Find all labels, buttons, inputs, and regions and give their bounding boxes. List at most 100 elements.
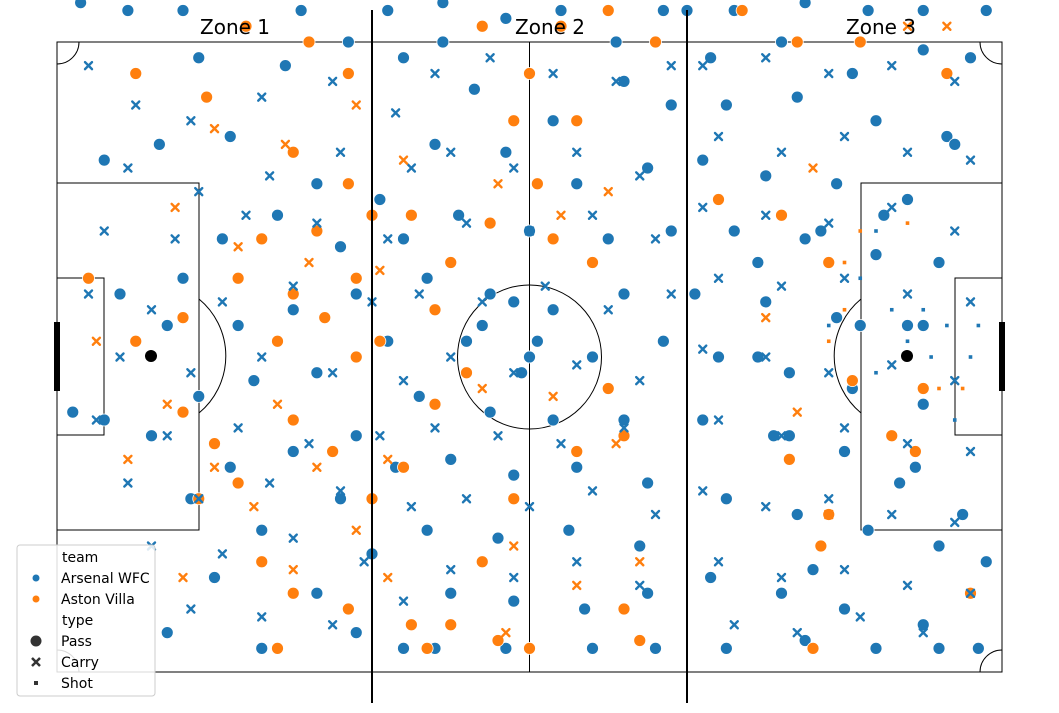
arsenal-wfc-carry-point — [950, 76, 960, 87]
aston-villa-carry-point — [351, 100, 361, 110]
aston-villa-pass-point — [806, 641, 820, 655]
arsenal-wfc-carry-point — [170, 234, 180, 244]
arsenal-wfc-carry-point — [217, 297, 228, 307]
arsenal-wfc-shot-point — [921, 402, 926, 407]
arsenal-wfc-pass-point — [688, 287, 702, 301]
aston-villa-shot-point — [842, 307, 847, 312]
arsenal-wfc-shot-point — [929, 355, 933, 359]
aston-villa-pass-point — [404, 618, 418, 632]
arsenal-wfc-carry-point — [824, 218, 834, 228]
arsenal-wfc-carry-point — [375, 431, 385, 441]
arsenal-wfc-pass-point — [286, 445, 300, 458]
arsenal-wfc-shot-point — [968, 355, 973, 359]
arsenal-wfc-pass-point — [349, 429, 363, 443]
arsenal-wfc-carry-point — [383, 234, 393, 244]
arsenal-wfc-pass-point — [869, 114, 883, 128]
arsenal-wfc-carry-point — [162, 431, 172, 441]
arsenal-wfc-carry-point — [123, 478, 133, 488]
arsenal-wfc-pass-point — [341, 35, 355, 49]
arsenal-wfc-carry-point — [123, 163, 133, 173]
arsenal-wfc-carry-point — [485, 53, 495, 63]
aston-villa-carry-point — [477, 383, 487, 394]
arsenal-wfc-pass-point — [916, 43, 930, 57]
arsenal-wfc-pass-point — [444, 452, 458, 466]
arsenal-wfc-carry-point — [776, 431, 787, 441]
arsenal-wfc-pass-point — [578, 602, 592, 616]
corner-arc-bottom-right — [979, 649, 1003, 673]
arsenal-wfc-pass-point — [176, 271, 190, 285]
arsenal-wfc-pass-point — [381, 4, 395, 17]
arsenal-wfc-pass-point — [656, 334, 670, 348]
aston-villa-pass-point — [845, 374, 859, 388]
aston-villa-pass-point — [546, 232, 560, 246]
aston-villa-carry-point — [635, 557, 645, 567]
arsenal-wfc-pass-point — [444, 586, 458, 600]
arsenal-wfc-carry-point — [713, 131, 724, 142]
arsenal-wfc-pass-point — [861, 4, 875, 17]
arsenal-wfc-pass-point — [782, 366, 796, 380]
arsenal-wfc-shot-point — [889, 307, 894, 312]
aston-villa-pass-point — [712, 193, 725, 206]
arsenal-wfc-carry-point — [698, 202, 708, 213]
arsenal-wfc-carry-point — [524, 501, 535, 512]
aston-villa-carry-point — [209, 462, 220, 472]
arsenal-wfc-pass-point — [349, 626, 363, 640]
aston-villa-carry-point — [288, 564, 298, 575]
arsenal-wfc-pass-point — [570, 177, 584, 191]
arsenal-wfc-carry-point — [257, 92, 267, 102]
arsenal-wfc-pass-point — [767, 429, 781, 443]
aston-villa-pass-point — [341, 67, 355, 80]
legend-box — [16, 544, 156, 697]
legend-type-marker-pass — [30, 635, 42, 647]
aston-villa-pass-point — [200, 90, 214, 104]
arsenal-wfc-pass-point — [334, 240, 347, 254]
arsenal-wfc-pass-point — [499, 11, 513, 25]
arsenal-wfc-pass-point — [113, 287, 127, 301]
arsenal-wfc-carry-point — [824, 368, 834, 378]
aston-villa-pass-point — [790, 35, 804, 49]
arsenal-wfc-pass-point — [775, 586, 788, 600]
arsenal-wfc-carry-point — [335, 486, 346, 496]
aston-villa-pass-point — [853, 35, 867, 49]
arsenal-wfc-pass-point — [286, 303, 300, 317]
right-penalty-arc — [833, 298, 862, 414]
arsenal-wfc-carry-point — [288, 281, 298, 291]
arsenal-wfc-pass-point — [775, 35, 788, 49]
data-points — [66, 0, 993, 655]
arsenal-wfc-pass-point — [428, 137, 442, 151]
corner-arc-top-left — [56, 41, 80, 65]
arsenal-wfc-carry-point — [493, 431, 503, 441]
aston-villa-shot-point — [842, 260, 847, 265]
arsenal-wfc-carry-point — [666, 289, 676, 299]
arsenal-wfc-carry-point — [839, 423, 850, 433]
aston-villa-pass-point — [341, 177, 355, 191]
arsenal-wfc-pass-point — [507, 594, 521, 608]
arsenal-wfc-carry-point — [776, 572, 787, 583]
aston-villa-carry-point — [942, 21, 952, 31]
arsenal-wfc-pass-point — [790, 90, 804, 104]
arsenal-wfc-carry-point — [446, 147, 456, 157]
arsenal-wfc-pass-point — [641, 586, 655, 600]
arsenal-wfc-carry-point — [461, 494, 472, 504]
aston-villa-pass-point — [523, 67, 536, 80]
arsenal-wfc-carry-point — [950, 226, 960, 236]
aston-villa-pass-point — [444, 256, 458, 269]
zone-dividers — [371, 10, 688, 703]
aston-villa-pass-point — [271, 641, 284, 655]
arsenal-wfc-carry-point — [713, 415, 724, 425]
arsenal-wfc-pass-point — [759, 295, 773, 309]
aston-villa-carry-point — [572, 580, 582, 591]
arsenal-wfc-carry-point — [83, 60, 94, 71]
arsenal-wfc-pass-point — [334, 492, 347, 506]
arsenal-wfc-carry-point — [233, 423, 243, 433]
aston-villa-carry-point — [556, 210, 566, 220]
arsenal-wfc-pass-point — [964, 51, 977, 65]
aston-villa-pass-point — [444, 618, 458, 632]
arsenal-wfc-pass-point — [294, 4, 308, 17]
arsenal-wfc-carry-point — [666, 60, 676, 71]
arsenal-wfc-pass-point — [97, 153, 111, 167]
arsenal-wfc-pass-point — [916, 4, 930, 17]
arsenal-wfc-carry-point — [241, 210, 251, 220]
arsenal-wfc-carry-point — [327, 76, 338, 87]
arsenal-wfc-pass-point — [617, 287, 631, 301]
